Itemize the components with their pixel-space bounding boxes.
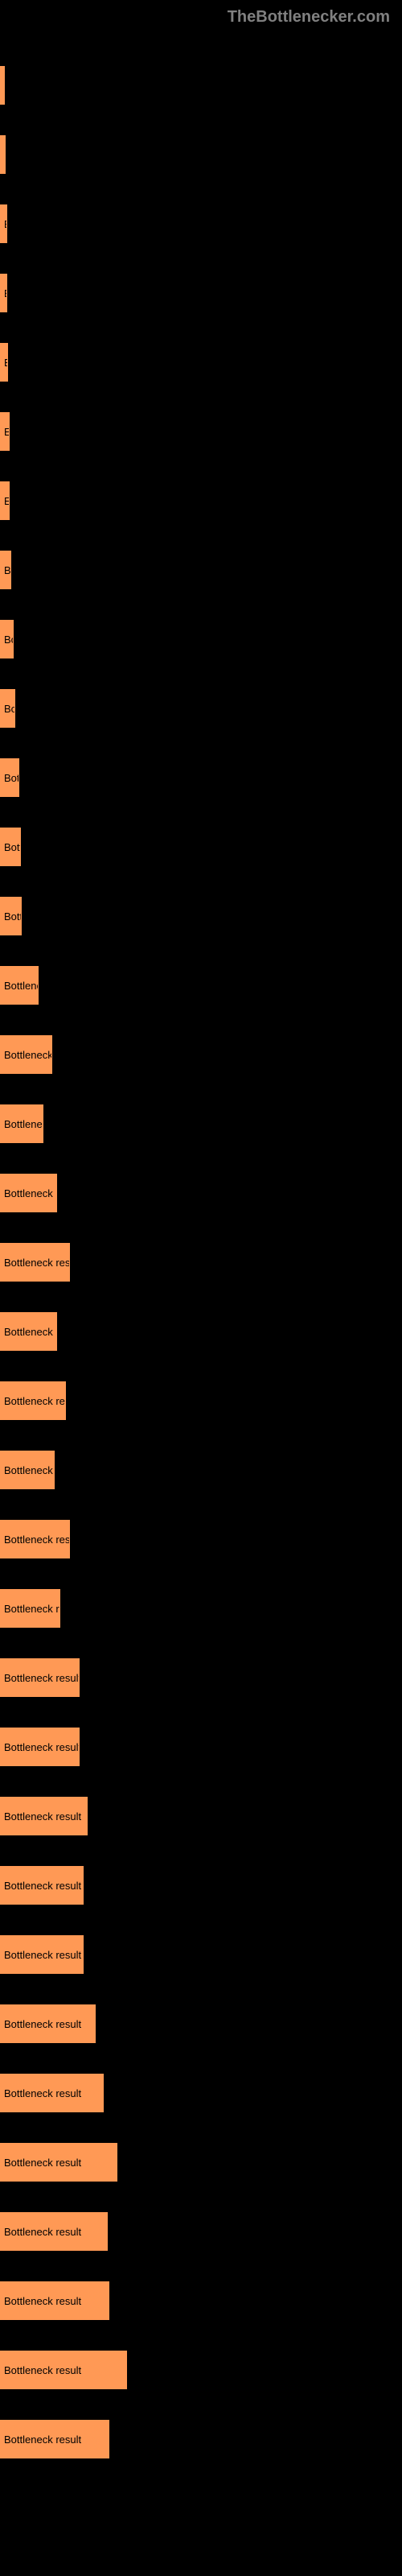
bar: Bottleneck resu bbox=[0, 1312, 57, 1351]
bar-row: E bbox=[0, 466, 402, 535]
bar-row: Bottleneck result bbox=[0, 2197, 402, 2266]
bar-row: Bottleneck result bbox=[0, 2405, 402, 2474]
bar: Bottleneck result bbox=[0, 2004, 96, 2043]
bar: Bottleneck result bbox=[0, 2420, 109, 2458]
bar-row: B bbox=[0, 535, 402, 605]
bar-row: Bottleneck re bbox=[0, 1435, 402, 1505]
bar: Bott bbox=[0, 828, 21, 866]
bar: Bottleneck result bbox=[0, 1866, 84, 1905]
bar: Bottleneck bbox=[0, 1104, 43, 1143]
bar-row bbox=[0, 51, 402, 120]
bar: Bo bbox=[0, 689, 15, 728]
bar: Bottleneck result bbox=[0, 1935, 84, 1974]
bar: Bottleneck re bbox=[0, 1451, 55, 1489]
bar: Bottlenec bbox=[0, 966, 39, 1005]
bar-row: Bottleneck result bbox=[0, 1851, 402, 1920]
bar: E bbox=[0, 481, 10, 520]
bar-row: Bott bbox=[0, 743, 402, 812]
bar-row: Bottleneck result bbox=[0, 2128, 402, 2197]
bar: Bottleneck result bbox=[0, 2074, 104, 2112]
bar bbox=[0, 135, 6, 174]
bar: Bottleneck resu bbox=[0, 1174, 57, 1212]
bar-row: Bottleneck result bbox=[0, 1989, 402, 2058]
bar: E bbox=[0, 274, 7, 312]
bar bbox=[0, 66, 5, 105]
bar-row: Bottleneck result bbox=[0, 2335, 402, 2405]
bar: Bo bbox=[0, 620, 14, 658]
bar-row: Bottleneck result bbox=[0, 1505, 402, 1574]
bar-row: Bottleneck result bbox=[0, 1781, 402, 1851]
bar: Bottleneck resu bbox=[0, 1589, 60, 1628]
bar-row: Bo bbox=[0, 605, 402, 674]
bar-row: B bbox=[0, 328, 402, 397]
bar: Bottleneck result bbox=[0, 1243, 70, 1282]
bar-row bbox=[0, 120, 402, 189]
bar-row: Bottleneck result bbox=[0, 2266, 402, 2335]
bar-row: Bottl bbox=[0, 881, 402, 951]
bar: Bottleneck result bbox=[0, 2143, 117, 2182]
bar-row: E bbox=[0, 189, 402, 258]
bar-row: Bo bbox=[0, 674, 402, 743]
bar-row: Bottleneck resu bbox=[0, 1297, 402, 1366]
bar: B bbox=[0, 551, 11, 589]
bar-row: Bottleneck result bbox=[0, 1920, 402, 1989]
bar-row: E bbox=[0, 258, 402, 328]
bar-chart: EEBEEBBoBoBottBottBottlBottlenecBottlene… bbox=[0, 27, 402, 2474]
bar: Bottl bbox=[0, 897, 22, 935]
bar: Bottleneck result bbox=[0, 1381, 66, 1420]
bar: Bott bbox=[0, 758, 19, 797]
bar-row: Bottlenec bbox=[0, 951, 402, 1020]
bar-row: Bottleneck bbox=[0, 1089, 402, 1158]
watermark: TheBottlenecker.com bbox=[0, 0, 402, 27]
bar-row: Bottleneck result bbox=[0, 1643, 402, 1712]
bar-row: E bbox=[0, 397, 402, 466]
bar-row: Bottleneck result bbox=[0, 1228, 402, 1297]
bar: Bottleneck result bbox=[0, 1728, 80, 1766]
bar: E bbox=[0, 412, 10, 451]
bar-row: Bottleneck result bbox=[0, 1366, 402, 1435]
bar: Bottleneck result bbox=[0, 1520, 70, 1558]
bar-row: Bottleneck result bbox=[0, 2058, 402, 2128]
bar: Bottleneck result bbox=[0, 1658, 80, 1697]
bar: Bottleneck re bbox=[0, 1035, 52, 1074]
bar-row: Bottleneck result bbox=[0, 1712, 402, 1781]
bar-row: Bottleneck re bbox=[0, 1020, 402, 1089]
bar: B bbox=[0, 343, 8, 382]
bar: E bbox=[0, 204, 7, 243]
bar: Bottleneck result bbox=[0, 2281, 109, 2320]
bar-row: Bottleneck resu bbox=[0, 1158, 402, 1228]
bar-row: Bott bbox=[0, 812, 402, 881]
bar: Bottleneck result bbox=[0, 1797, 88, 1835]
bar: Bottleneck result bbox=[0, 2212, 108, 2251]
bar: Bottleneck result bbox=[0, 2351, 127, 2389]
bar-row: Bottleneck resu bbox=[0, 1574, 402, 1643]
